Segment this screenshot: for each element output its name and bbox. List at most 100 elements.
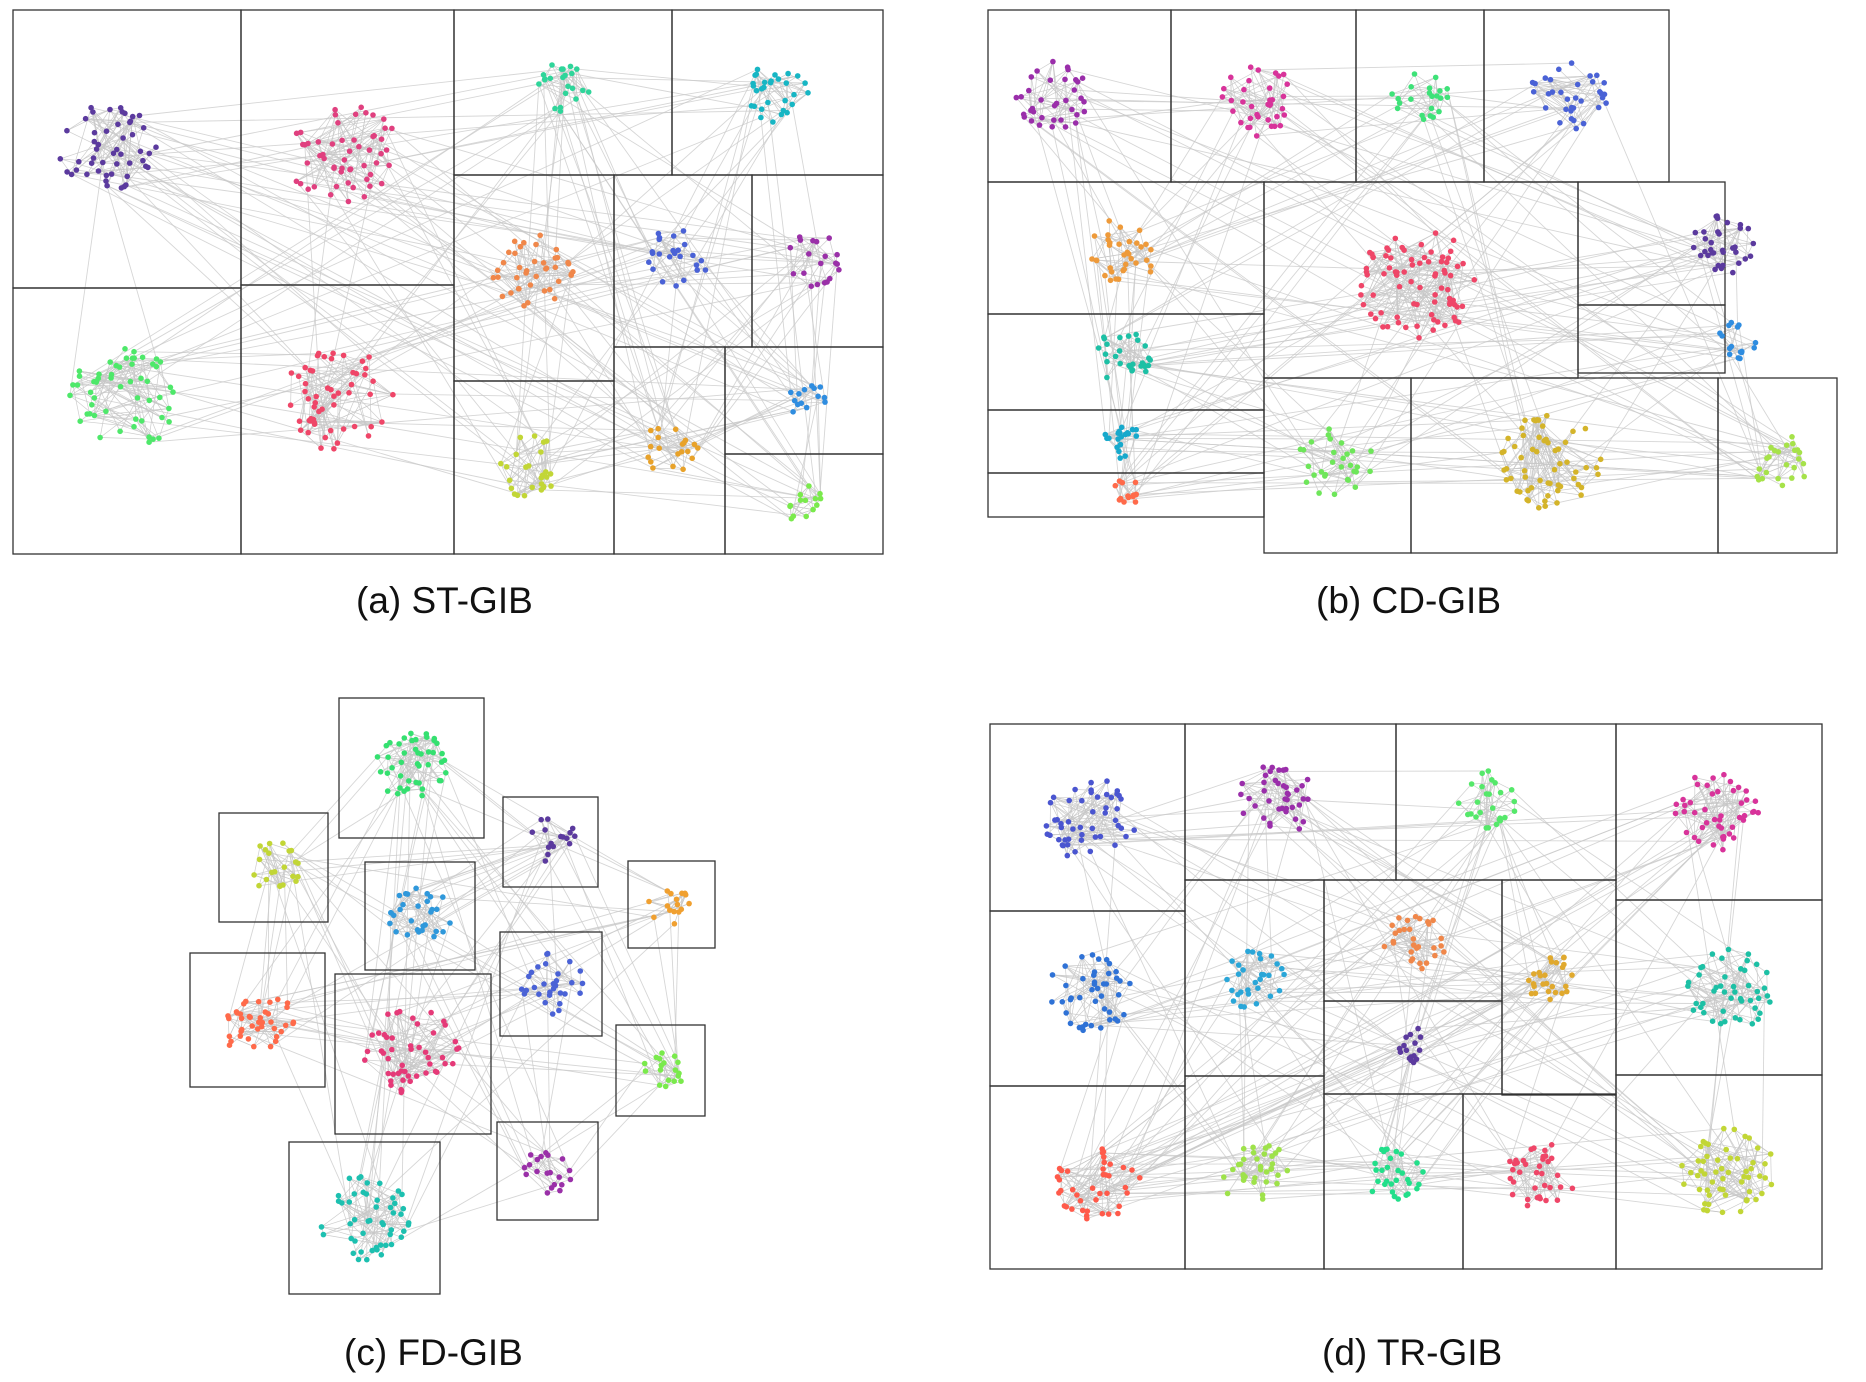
node (414, 1021, 421, 1027)
edge (1109, 963, 1131, 984)
edge (1241, 783, 1702, 1172)
node (89, 402, 95, 408)
node (1733, 249, 1739, 255)
edge (1081, 819, 1500, 958)
edge (524, 1167, 552, 1189)
edge (1325, 466, 1342, 475)
edge (1303, 449, 1333, 463)
node (1529, 446, 1536, 453)
node (1093, 257, 1100, 264)
edge (92, 111, 144, 161)
node (1136, 227, 1143, 234)
edge (245, 1000, 453, 1065)
node (396, 892, 403, 899)
node (1525, 487, 1531, 494)
edge (367, 1024, 446, 1052)
node (1432, 271, 1439, 277)
node (442, 1022, 449, 1028)
edge (1467, 786, 1483, 815)
edge (1046, 825, 1096, 838)
edge (1363, 304, 1742, 352)
node (1050, 58, 1056, 65)
edge (1104, 783, 1698, 1010)
edge (554, 75, 566, 259)
edge (120, 386, 138, 399)
edge (132, 116, 821, 495)
node (1039, 114, 1045, 121)
node (335, 390, 342, 396)
edge (1101, 817, 1506, 1215)
edge (116, 149, 125, 187)
node (382, 125, 388, 131)
edge (538, 83, 577, 100)
node (1542, 503, 1548, 510)
node (401, 735, 408, 741)
edge (1256, 126, 1272, 137)
edge (1756, 450, 1775, 477)
edge (1115, 253, 1130, 280)
node (577, 968, 584, 974)
cluster-13 (787, 483, 824, 522)
node (1542, 498, 1548, 504)
edge (521, 989, 547, 1153)
edge (400, 749, 416, 777)
edge (408, 743, 438, 782)
edge (1090, 792, 1101, 837)
node (1459, 303, 1466, 310)
node (499, 293, 506, 300)
node (585, 89, 592, 95)
edge (307, 162, 371, 175)
edge (1269, 87, 1746, 260)
node (424, 890, 431, 897)
node (1563, 106, 1569, 113)
edge (790, 247, 809, 255)
edge (1544, 440, 1795, 469)
edge (793, 237, 830, 275)
edge (1131, 370, 1371, 472)
node (1122, 453, 1128, 459)
node (302, 364, 309, 371)
edge (1122, 249, 1723, 484)
node (1790, 440, 1796, 447)
node (272, 1038, 279, 1045)
edge (94, 361, 161, 399)
node (425, 1054, 432, 1061)
node (84, 411, 90, 417)
edge (386, 989, 527, 1038)
node (1578, 484, 1585, 491)
edge (791, 82, 806, 105)
edge (683, 94, 795, 281)
node (548, 483, 554, 489)
node (369, 1247, 376, 1254)
edge (349, 114, 357, 152)
node (392, 1200, 398, 1207)
node (562, 90, 569, 97)
node (1594, 72, 1600, 79)
edge (96, 358, 157, 382)
edge (90, 107, 127, 186)
edge (659, 1062, 679, 1086)
edge (1341, 442, 1372, 452)
node (1396, 100, 1403, 106)
edge (1414, 73, 1431, 117)
node (1124, 430, 1131, 436)
node (1511, 443, 1518, 450)
edge (390, 1071, 406, 1086)
edge (1128, 117, 1251, 242)
edge (344, 138, 382, 161)
edge (1136, 342, 1756, 437)
edge (1723, 781, 1731, 840)
node (278, 1028, 285, 1035)
edge (1263, 782, 1272, 957)
node (341, 157, 348, 163)
edge (364, 356, 370, 375)
node (304, 160, 311, 166)
edge (1096, 260, 1117, 280)
node (521, 991, 528, 997)
node (1081, 108, 1088, 115)
edge (1075, 122, 1106, 355)
edge (1533, 75, 1591, 93)
edge (1049, 827, 1122, 836)
edge (659, 230, 684, 255)
node (103, 128, 110, 134)
